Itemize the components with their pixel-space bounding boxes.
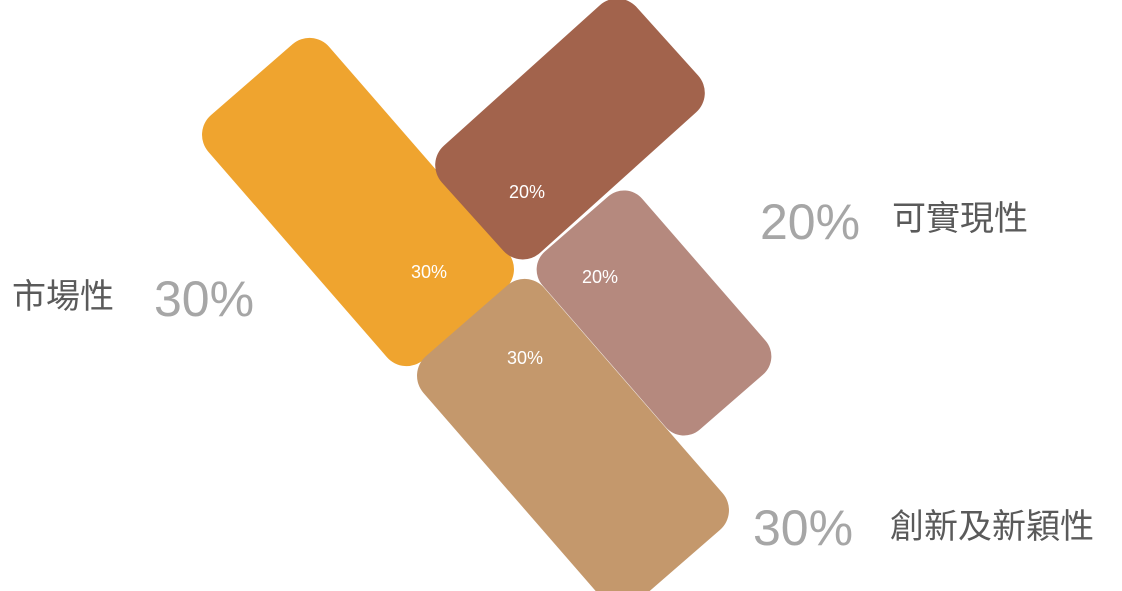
tile-innovation-shape xyxy=(417,278,729,591)
tile-feasibility-alt-percent: 20% xyxy=(582,267,618,287)
legend-innovation-label: 創新及新穎性 xyxy=(890,507,1094,547)
tile-market xyxy=(202,37,514,367)
legend-market-percent: 30% xyxy=(154,271,255,327)
legend-innovation-percent: 30% xyxy=(753,500,854,556)
tile-market-shape xyxy=(202,37,514,367)
legend-market-label: 市場性 xyxy=(12,277,114,317)
legend-feasibility-label: 可實現性 xyxy=(892,199,1028,239)
tile-innovation-percent: 30% xyxy=(507,348,543,368)
tile-market-percent: 30% xyxy=(411,262,447,282)
tile-feasibility-shape xyxy=(435,0,705,260)
tile-feasibility-alt-shape xyxy=(536,190,772,436)
tile-feasibility-percent: 20% xyxy=(509,182,545,202)
tile-feasibility-alt xyxy=(536,190,772,436)
legend-feasibility-percent: 20% xyxy=(760,194,861,250)
tile-feasibility xyxy=(435,0,705,260)
tile-innovation xyxy=(417,278,729,591)
